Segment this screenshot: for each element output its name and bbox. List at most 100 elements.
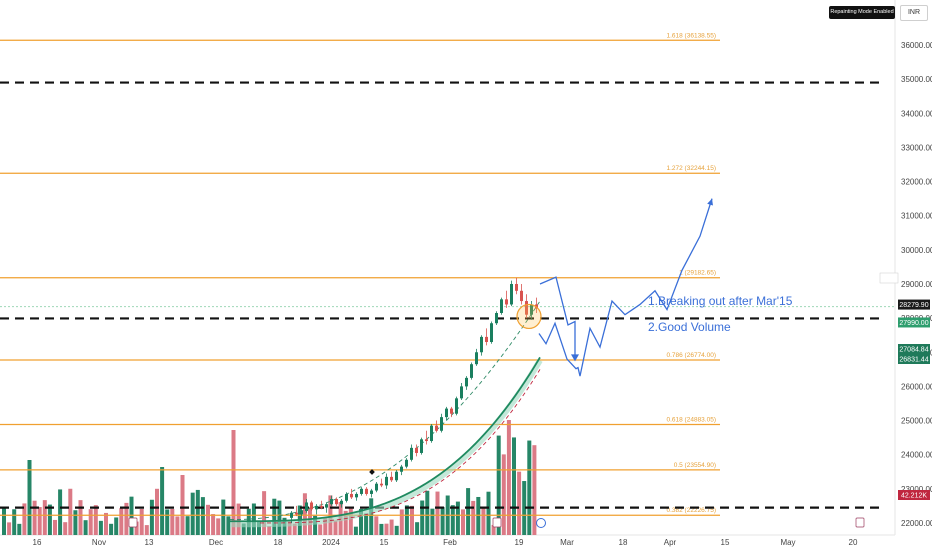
time-tick-label: 18 bbox=[274, 538, 283, 547]
price-badge bbox=[898, 344, 930, 354]
volume-bar bbox=[318, 524, 323, 535]
time-tick-label: 13 bbox=[145, 538, 154, 547]
volume-bar bbox=[313, 515, 318, 535]
volume-bar bbox=[461, 509, 465, 535]
volume-bar bbox=[287, 520, 292, 535]
volume-bar bbox=[425, 490, 430, 535]
volume-bar bbox=[369, 498, 374, 535]
price-badge-text: 42.212K bbox=[901, 493, 927, 500]
volume-bar bbox=[42, 500, 47, 535]
price-tick-label: 31000.00 bbox=[901, 212, 932, 221]
volume-bar bbox=[58, 489, 63, 535]
dividend-marker-icon[interactable] bbox=[536, 518, 546, 528]
price-tick-label: 26000.00 bbox=[901, 382, 932, 391]
repainting-mode-badge: Repainting Mode Enabled bbox=[829, 6, 895, 19]
candle-body bbox=[475, 352, 478, 365]
candle-body bbox=[470, 364, 473, 378]
volume-bar bbox=[88, 509, 93, 535]
time-tick-label: May bbox=[780, 538, 795, 547]
candle-body bbox=[355, 493, 358, 498]
candle-body bbox=[320, 505, 323, 508]
volume-bar bbox=[149, 499, 154, 535]
volume-bar bbox=[364, 513, 369, 535]
candle-body bbox=[330, 499, 333, 505]
price-badge-text: 26831.44 bbox=[899, 357, 928, 364]
pullback-arrowhead bbox=[571, 354, 579, 362]
volume-bar bbox=[221, 499, 226, 535]
volume-bar bbox=[47, 504, 52, 535]
volume-bar bbox=[517, 471, 522, 535]
volume-bar bbox=[374, 516, 379, 535]
price-badge-text: 28279.90 bbox=[899, 302, 928, 309]
candle-body bbox=[455, 398, 458, 414]
price-badge bbox=[898, 299, 930, 310]
volume-bar bbox=[144, 525, 149, 535]
candle-body bbox=[310, 502, 313, 510]
volume-bar bbox=[435, 491, 440, 535]
candle-body bbox=[450, 408, 453, 414]
volume-bar bbox=[257, 521, 261, 535]
volume-bar bbox=[486, 491, 491, 535]
volume-bar bbox=[532, 445, 537, 535]
price-badge-text: High bbox=[882, 276, 897, 283]
volume-bar bbox=[175, 516, 180, 535]
earnings-marker-icon[interactable] bbox=[492, 517, 502, 528]
candle-body bbox=[415, 447, 418, 453]
time-tick-label: 16 bbox=[33, 538, 42, 547]
volume-bar bbox=[134, 521, 139, 535]
price-badge bbox=[898, 354, 930, 364]
time-tick-label: Mar bbox=[560, 538, 574, 547]
candle-body bbox=[380, 483, 383, 486]
pullback-path bbox=[539, 276, 576, 358]
volume-bar bbox=[476, 496, 481, 535]
candle-body bbox=[295, 512, 298, 515]
price-tick-label: 32000.00 bbox=[901, 178, 932, 187]
fib-level-label: 1.272 (32244.15) bbox=[666, 165, 716, 172]
volume-bar bbox=[277, 500, 282, 535]
volume-bar bbox=[170, 508, 175, 535]
volume-bar bbox=[83, 520, 88, 535]
candle-body bbox=[390, 476, 393, 481]
volume-bar bbox=[185, 516, 190, 535]
volume-bar bbox=[139, 508, 144, 535]
candle-body bbox=[305, 502, 308, 512]
volume-bar bbox=[466, 488, 471, 535]
ema-ribbon-band bbox=[229, 358, 543, 528]
time-tick-label: Dec bbox=[209, 538, 223, 547]
candle-body bbox=[375, 483, 378, 491]
volume-bar bbox=[359, 508, 363, 535]
candle-body bbox=[395, 471, 398, 481]
projection-path bbox=[538, 198, 713, 377]
candle-body bbox=[525, 301, 528, 315]
volume-bar bbox=[389, 519, 394, 535]
candle-body bbox=[335, 499, 338, 505]
candle-body bbox=[440, 417, 443, 431]
volume-bar bbox=[522, 481, 527, 535]
earnings-marker-icon[interactable] bbox=[128, 517, 138, 528]
fib-level-label: 0.618 (24883.05) bbox=[666, 417, 716, 424]
candle-body bbox=[480, 336, 483, 353]
candle-body bbox=[290, 512, 293, 518]
price-tick-label: 35000.00 bbox=[901, 75, 932, 84]
volume-bar bbox=[216, 518, 221, 535]
volume-bar bbox=[190, 492, 195, 535]
candle-body bbox=[505, 299, 508, 305]
candle-body bbox=[400, 466, 403, 472]
currency-button[interactable]: INR bbox=[900, 5, 928, 21]
volume-bar bbox=[262, 491, 267, 535]
candle-body bbox=[490, 323, 493, 343]
volume-bar bbox=[430, 508, 435, 535]
volume-bar bbox=[93, 505, 98, 535]
price-badge-text: 27084.84 bbox=[899, 347, 928, 354]
candle-body bbox=[325, 504, 328, 508]
earnings-marker-icon[interactable] bbox=[855, 517, 865, 528]
candle-body bbox=[345, 493, 348, 501]
candle-body bbox=[465, 377, 468, 387]
volume-bar bbox=[491, 524, 496, 535]
volume-bar bbox=[333, 520, 338, 535]
volume-bar bbox=[292, 523, 297, 535]
volume-bar bbox=[124, 502, 129, 535]
volume-bar bbox=[471, 500, 476, 535]
